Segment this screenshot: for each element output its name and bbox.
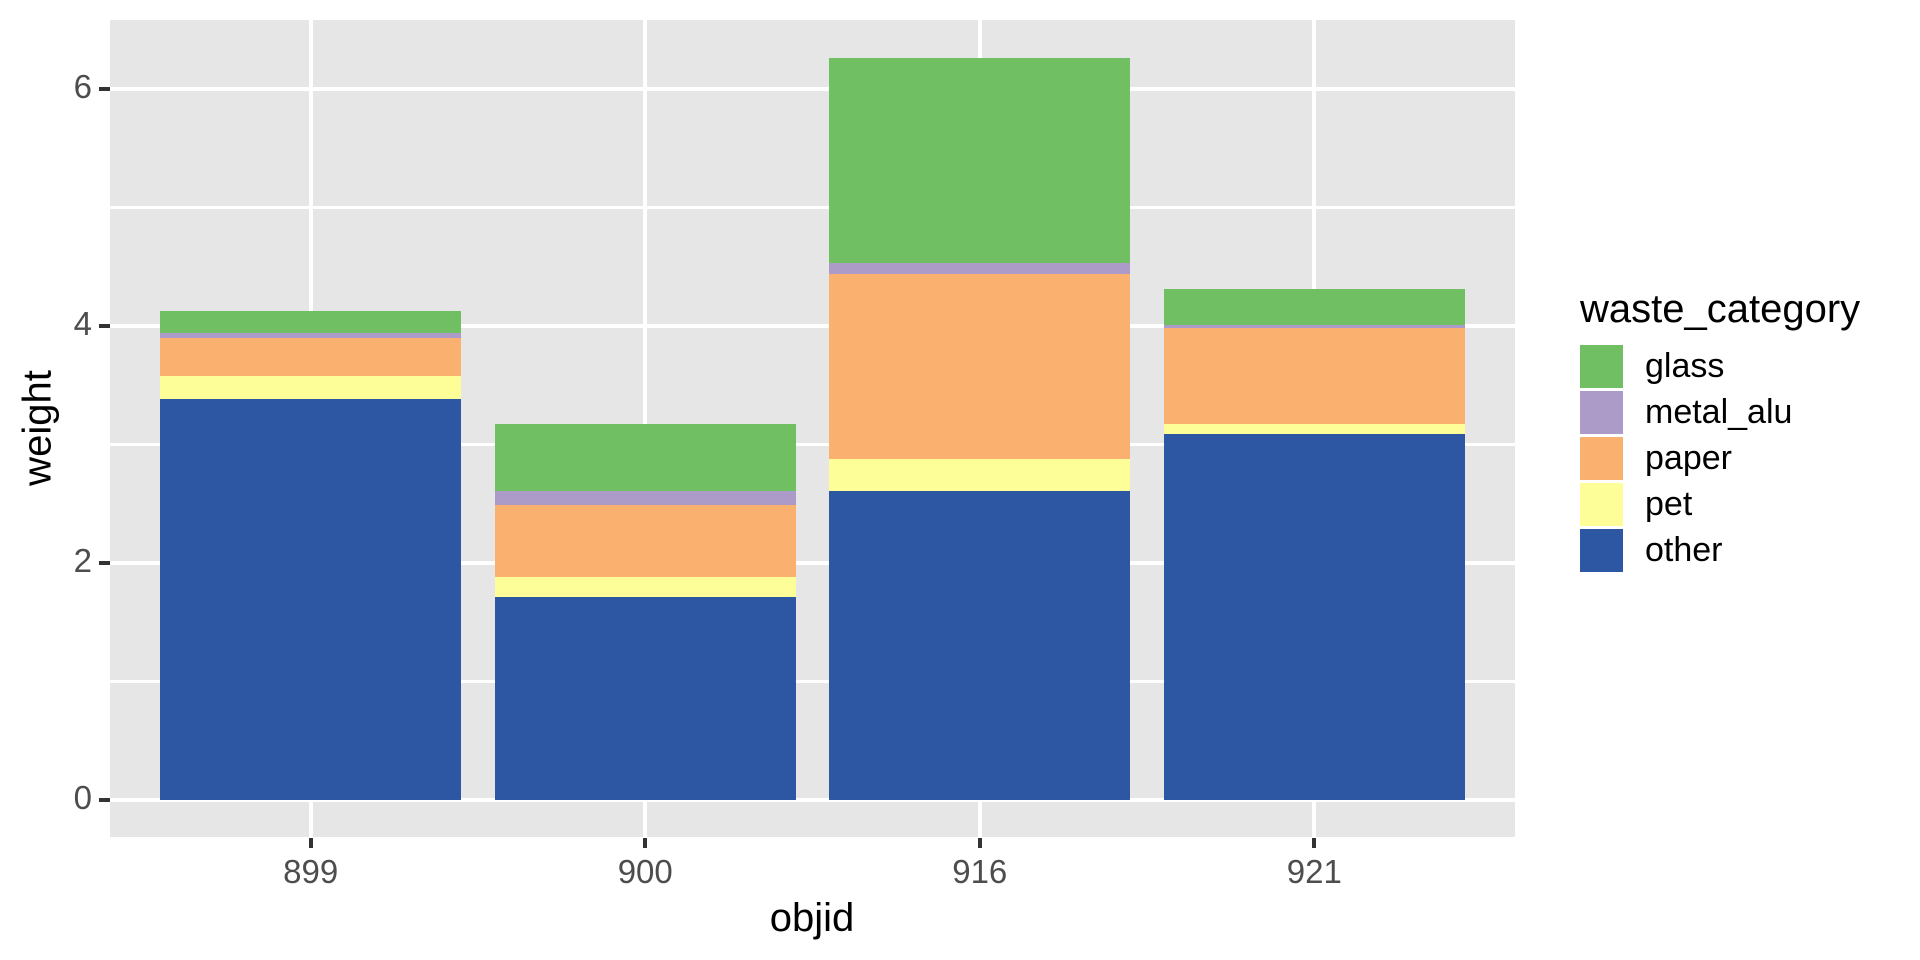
gridline-minor-y3 xyxy=(110,443,1515,446)
y-axis-title: weight xyxy=(15,370,60,486)
legend-label-metal_alu: metal_alu xyxy=(1645,393,1793,431)
bar-segment-other-916 xyxy=(829,490,1131,801)
legend-swatch-paper xyxy=(1580,437,1623,480)
bar-segment-paper-921 xyxy=(1163,328,1465,425)
bar-segment-paper-916 xyxy=(829,273,1131,459)
plot-panel xyxy=(110,20,1515,837)
x-tick-label-900: 900 xyxy=(617,853,673,890)
bar-segment-glass-899 xyxy=(160,310,462,334)
x-tick-mark-921 xyxy=(1312,838,1317,848)
bar-segment-other-899 xyxy=(160,399,462,801)
y-tick-label-4: 4 xyxy=(73,305,92,343)
legend-label-glass: glass xyxy=(1645,347,1725,385)
gridline-major-y2 xyxy=(110,561,1515,566)
gridline-major-y6 xyxy=(110,86,1515,91)
bar-segment-other-921 xyxy=(1163,433,1465,801)
bar-segment-other-900 xyxy=(494,597,796,801)
x-axis-title: objid xyxy=(769,896,855,940)
x-tick-mark-916 xyxy=(977,838,982,848)
legend-item-other: other xyxy=(1580,529,1860,572)
bar-segment-paper-899 xyxy=(160,337,462,376)
legend-item-glass: glass xyxy=(1580,345,1860,388)
legend-swatch-glass xyxy=(1580,345,1623,388)
legend-label-paper: paper xyxy=(1645,439,1732,477)
bar-segment-pet-899 xyxy=(160,375,462,400)
legend-swatch-pet xyxy=(1580,483,1623,526)
legend-swatch-other xyxy=(1580,529,1623,572)
y-tick-label-0: 0 xyxy=(73,779,92,817)
bar-segment-metal_alu-900 xyxy=(494,490,796,505)
bar-segment-glass-916 xyxy=(829,57,1131,264)
legend-item-metal_alu: metal_alu xyxy=(1580,391,1860,434)
gridline-minor-y5 xyxy=(110,205,1515,209)
y-tick-mark-0 xyxy=(99,798,110,803)
bar-segment-pet-900 xyxy=(494,577,796,598)
bar-segment-metal_alu-916 xyxy=(829,263,1131,274)
x-tick-label-916: 916 xyxy=(952,853,1008,890)
bar-segment-pet-921 xyxy=(1163,424,1465,434)
legend-item-paper: paper xyxy=(1580,437,1860,480)
x-tick-label-899: 899 xyxy=(283,853,339,890)
gridline-minor-y1 xyxy=(110,680,1515,684)
bar-segment-metal_alu-921 xyxy=(1163,324,1465,329)
y-tick-mark-6 xyxy=(99,86,110,91)
bar-segment-glass-900 xyxy=(494,424,796,491)
legend-label-pet: pet xyxy=(1645,485,1693,523)
legend-item-pet: pet xyxy=(1580,483,1860,526)
y-tick-label-2: 2 xyxy=(73,542,92,580)
bar-segment-metal_alu-899 xyxy=(160,333,462,338)
bar-segment-paper-900 xyxy=(494,504,796,578)
legend-label-other: other xyxy=(1645,531,1723,569)
y-tick-mark-4 xyxy=(99,323,110,328)
x-tick-label-921: 921 xyxy=(1286,853,1342,890)
bar-segment-glass-921 xyxy=(1163,289,1465,325)
legend-swatch-metal_alu xyxy=(1580,391,1623,434)
bar-segment-pet-916 xyxy=(829,458,1131,491)
x-tick-mark-900 xyxy=(643,838,648,848)
legend-title: waste_category xyxy=(1580,287,1861,331)
x-tick-mark-899 xyxy=(308,838,313,848)
gridline-major-y4 xyxy=(110,323,1515,328)
y-tick-label-6: 6 xyxy=(73,67,92,105)
gridline-major-y0 xyxy=(110,798,1515,803)
y-tick-mark-2 xyxy=(99,561,110,566)
